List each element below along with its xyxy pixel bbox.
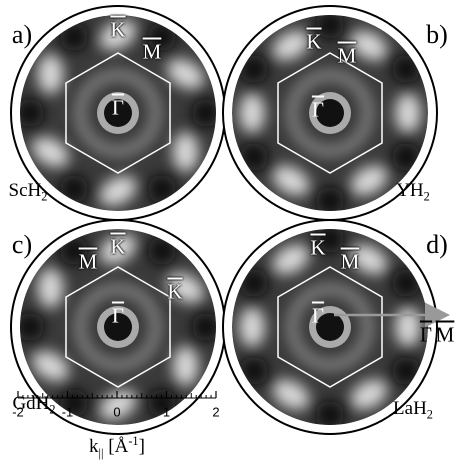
symmetry-point: M — [338, 46, 357, 67]
symmetry-point: K — [110, 20, 125, 41]
intensity-blob — [395, 93, 421, 133]
unit: [Å — [104, 436, 129, 457]
symmetry-point: K — [306, 32, 321, 53]
intensity-blob — [239, 307, 265, 347]
panel-letter: c) — [12, 232, 32, 258]
material-label: YH2 — [396, 181, 430, 203]
figure: a)ScH2KMΓb)YH2KMΓc)GdH2MKKΓd)LaH2KMΓΓM-2… — [0, 0, 459, 464]
symmetry-point: K — [110, 237, 125, 258]
panel-letter: a) — [12, 22, 32, 48]
symmetry-point: Γ — [312, 100, 324, 121]
panel-letter: d) — [426, 232, 448, 258]
axis-label: k|| [Å-1] — [89, 435, 145, 459]
intensity-blob — [37, 268, 63, 308]
material-label: ScH2 — [9, 181, 48, 203]
symmetry-point: K — [310, 238, 325, 259]
intensity-blob — [173, 132, 199, 172]
symmetry-point: M — [341, 252, 360, 273]
symmetry-point: K — [167, 282, 182, 303]
symmetry-point: M — [79, 252, 98, 273]
symmetry-point: Γ — [312, 306, 324, 327]
tick-label: -1 — [62, 406, 74, 419]
subscript: 2 — [427, 408, 433, 422]
intensity-blob — [37, 54, 63, 94]
tick-label: 2 — [212, 406, 219, 419]
symmetry-point: M — [143, 42, 162, 63]
direction-label: Γ — [420, 325, 432, 346]
graphics — [0, 0, 459, 464]
direction-label: M — [436, 325, 455, 346]
intensity-blob — [395, 307, 421, 347]
intensity-blob — [173, 346, 199, 386]
panel-letter: b) — [426, 22, 448, 48]
symmetry-point: Γ — [112, 98, 124, 119]
tick-label: 0 — [113, 406, 120, 419]
symmetry-point: Γ — [112, 306, 124, 327]
subscript: 2 — [424, 190, 430, 204]
subscript: 2 — [41, 190, 47, 204]
material-label: LaH2 — [393, 399, 433, 421]
intensity-blob — [239, 93, 265, 133]
tick-label: 1 — [163, 406, 170, 419]
tick-label: -2 — [12, 406, 24, 419]
subscript: 2 — [49, 403, 55, 417]
subscript: -1 — [128, 434, 138, 448]
unit-close: ] — [139, 436, 145, 457]
